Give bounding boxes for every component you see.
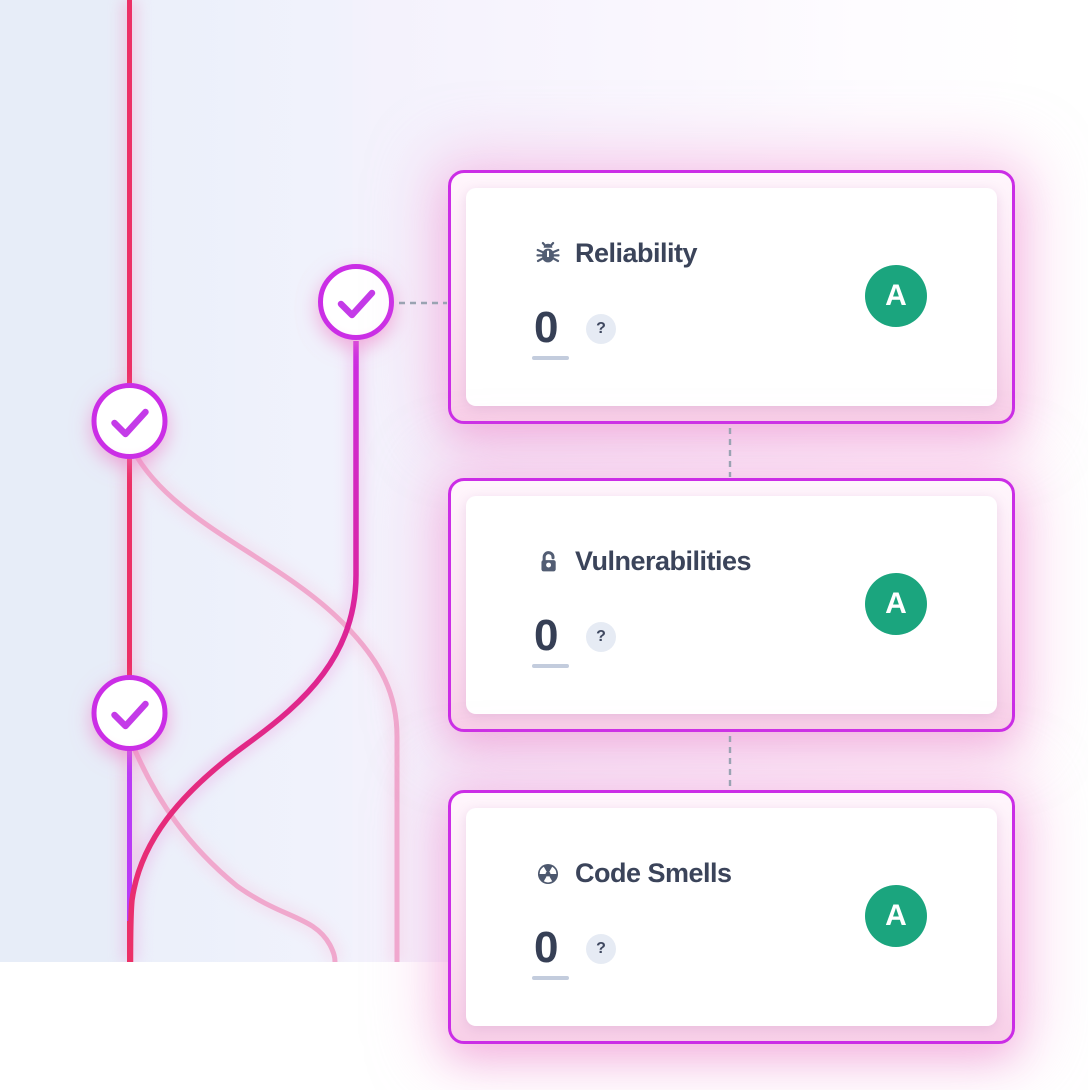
metric-value-link[interactable]: 0: [532, 926, 569, 980]
merge-branch-curve: [127, 341, 359, 963]
radioactive-icon: [534, 859, 562, 889]
check-icon: [111, 700, 149, 730]
metric-value-row: 0 ?: [532, 926, 616, 980]
metric-value-row: 0 ?: [532, 614, 616, 668]
rating-badge: A: [865, 885, 927, 947]
check-icon: [337, 289, 376, 319]
check-icon: [111, 408, 149, 438]
help-icon[interactable]: ?: [586, 622, 616, 652]
value-underline: [532, 356, 569, 360]
branch-curve-light-2: [131, 747, 338, 963]
card-inner: Code Smells 0 ? A: [466, 808, 997, 1026]
metric-value-link[interactable]: 0: [532, 306, 569, 360]
branch-curve-light-1: [130, 448, 400, 962]
metric-value-row: 0 ?: [532, 306, 616, 360]
commit-node-1: [91, 383, 168, 459]
rating-badge: A: [865, 265, 927, 327]
value-underline: [532, 664, 569, 668]
unlock-icon: [534, 547, 562, 577]
metric-card-code-smells: Code Smells 0 ? A: [448, 790, 1015, 1044]
metric-head: Code Smells: [534, 858, 732, 889]
commit-node-3: [318, 264, 394, 340]
metric-head: Vulnerabilities: [534, 546, 752, 577]
metric-title: Vulnerabilities: [575, 546, 752, 576]
metric-card-reliability: Reliability 0 ? A: [448, 170, 1015, 424]
metric-card-vulnerabilities: Vulnerabilities 0 ? A: [448, 478, 1015, 732]
card-inner: Vulnerabilities 0 ? A: [466, 496, 997, 714]
help-icon[interactable]: ?: [586, 314, 616, 344]
commit-node-2: [91, 675, 168, 751]
value-underline: [532, 976, 569, 980]
metric-title: Reliability: [575, 238, 698, 268]
metric-value-link[interactable]: 0: [532, 614, 569, 668]
rating-badge: A: [865, 573, 927, 635]
help-icon[interactable]: ?: [586, 934, 616, 964]
card-inner: Reliability 0 ? A: [466, 188, 997, 406]
bug-icon: [534, 239, 562, 269]
metric-title: Code Smells: [575, 858, 732, 888]
metric-head: Reliability: [534, 238, 698, 269]
